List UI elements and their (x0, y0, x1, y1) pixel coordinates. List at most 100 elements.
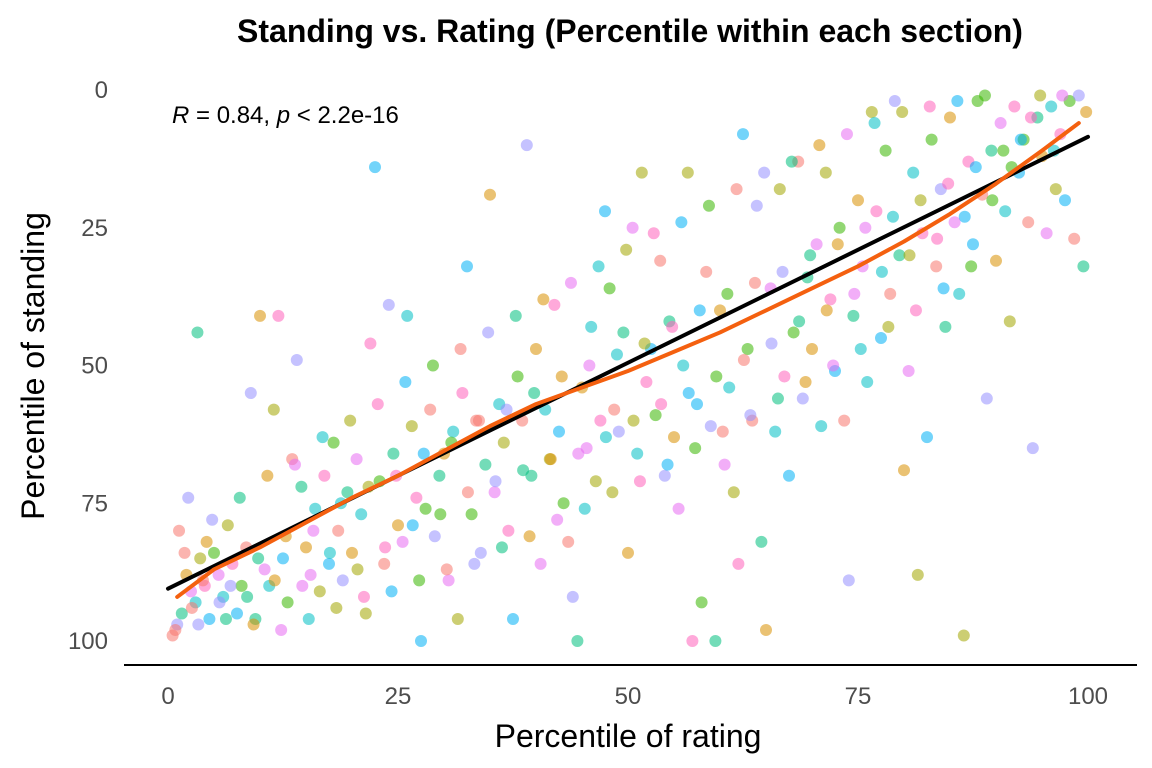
data-point (714, 304, 726, 317)
data-point (760, 623, 772, 636)
data-point (865, 106, 878, 119)
data-point (758, 166, 771, 179)
y-tick-labels: 0 25 50 75 100 (68, 77, 108, 655)
data-point (886, 210, 899, 223)
data-point (702, 199, 715, 212)
data-point (1008, 100, 1021, 113)
data-point (902, 365, 915, 378)
data-point (710, 370, 723, 383)
data-point (681, 166, 694, 179)
data-point (785, 155, 798, 168)
data-point (495, 541, 508, 554)
data-point (931, 232, 944, 245)
data-point (290, 353, 303, 366)
x-tick-labels: 0 25 50 75 100 (161, 683, 1108, 710)
data-point (417, 447, 430, 460)
data-point (709, 635, 722, 647)
data-point (622, 546, 634, 559)
data-point (426, 359, 439, 372)
data-point (350, 453, 363, 466)
data-point (1040, 227, 1053, 240)
data-point (923, 100, 936, 113)
data-point (557, 497, 570, 510)
data-point (842, 574, 855, 587)
data-point (351, 563, 364, 576)
data-point (882, 320, 895, 333)
data-point (534, 557, 547, 570)
data-point (958, 210, 971, 223)
data-point (861, 376, 874, 389)
data-point (627, 414, 640, 427)
data-point (468, 557, 481, 570)
data-point (288, 458, 301, 471)
data-point (1022, 216, 1035, 229)
r-value: = 0.84, (189, 102, 276, 129)
data-point (810, 238, 823, 251)
data-point (497, 436, 510, 449)
data-point (695, 596, 708, 609)
data-point (815, 420, 828, 433)
data-point (771, 392, 784, 405)
data-point (693, 304, 706, 317)
data-point (661, 458, 674, 471)
data-point (631, 447, 644, 460)
data-point (261, 469, 274, 482)
data-point (1045, 100, 1058, 113)
data-point (413, 574, 426, 587)
data-point (272, 309, 285, 322)
data-point (385, 585, 398, 598)
data-point (606, 486, 619, 499)
data-point (323, 557, 335, 570)
data-point (914, 194, 927, 207)
data-point (295, 480, 308, 493)
data-point (465, 508, 478, 521)
data-point (252, 552, 265, 565)
y-tick-label: 75 (81, 490, 108, 517)
data-point (344, 414, 357, 427)
data-point (474, 546, 487, 559)
data-point (454, 342, 467, 355)
data-point (649, 409, 662, 422)
data-point (939, 320, 952, 333)
data-point (401, 309, 414, 322)
data-point (520, 139, 533, 152)
data-point (415, 635, 427, 647)
data-point (965, 260, 978, 273)
data-point (727, 486, 740, 499)
data-point (985, 144, 998, 157)
x-tick-label: 100 (1068, 683, 1108, 710)
data-point (461, 486, 474, 499)
data-point (700, 265, 713, 278)
y-tick-label: 100 (68, 628, 108, 655)
data-point (875, 265, 888, 278)
data-point (831, 238, 844, 251)
data-point (555, 370, 568, 383)
data-point (608, 403, 621, 416)
data-point (192, 618, 205, 631)
data-point (755, 535, 768, 548)
data-point (507, 612, 519, 625)
data-point (737, 353, 750, 366)
data-point (704, 420, 717, 433)
data-point (571, 635, 584, 647)
data-point (635, 166, 648, 179)
data-point (553, 425, 565, 438)
data-point (990, 254, 1002, 267)
data-point (921, 431, 933, 444)
data-point (244, 387, 257, 400)
data-point (327, 436, 340, 449)
data-point (999, 205, 1012, 218)
data-point (318, 469, 331, 482)
data-point (626, 221, 639, 234)
data-point (903, 249, 916, 262)
data-point (304, 568, 317, 581)
data-point (530, 342, 542, 355)
data-point (456, 387, 469, 400)
data-point (583, 359, 596, 372)
data-point (548, 298, 561, 311)
data-point (765, 337, 778, 350)
data-point (484, 188, 496, 201)
data-point (396, 535, 409, 548)
data-point (951, 95, 964, 108)
data-point (173, 524, 186, 537)
